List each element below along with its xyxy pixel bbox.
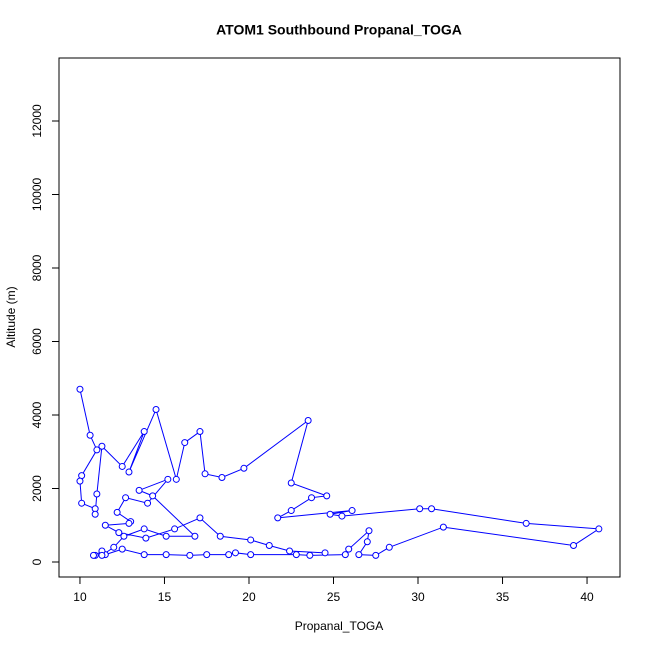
data-point [338, 512, 346, 520]
data-point [196, 514, 204, 522]
y-axis-label: Altitude (m) [4, 286, 18, 347]
y-tick-label: 2000 [30, 475, 44, 502]
y-tick-label: 6000 [30, 328, 44, 355]
data-point [274, 514, 282, 522]
data-point [140, 551, 148, 559]
data-point [570, 541, 578, 549]
data-point [304, 417, 312, 425]
data-point [372, 551, 380, 559]
data-point [140, 428, 148, 436]
data-point [265, 541, 273, 549]
data-point [231, 549, 239, 557]
x-tick-label: 30 [411, 590, 425, 604]
data-point [113, 508, 121, 516]
data-point [428, 505, 436, 513]
data-point [171, 525, 179, 533]
x-tick-label: 15 [158, 590, 172, 604]
series-line [79, 389, 601, 556]
data-point [162, 532, 170, 540]
data-point [186, 551, 194, 559]
data-point [247, 536, 255, 544]
data-point [181, 439, 189, 447]
data-point [216, 532, 224, 540]
data-point [196, 428, 204, 436]
x-axis-label: Propanal_TOGA [295, 619, 384, 633]
data-point [240, 464, 248, 472]
data-point [522, 519, 530, 527]
data-point [287, 507, 295, 515]
data-point [595, 525, 603, 533]
data-point [93, 490, 101, 498]
data-point [98, 442, 106, 450]
x-tick-label: 10 [73, 590, 87, 604]
data-point [152, 405, 160, 413]
y-tick-label: 12000 [30, 104, 44, 138]
data-point [385, 543, 393, 551]
data-point [321, 549, 329, 557]
data-point [125, 468, 133, 476]
data-point [162, 551, 170, 559]
data-point [218, 473, 226, 481]
data-point [326, 510, 334, 518]
data-point [225, 551, 233, 559]
y-tick-label: 0 [30, 558, 44, 565]
data-point [341, 551, 349, 559]
data-point [91, 510, 99, 518]
x-tick-label: 40 [580, 590, 594, 604]
data-point [355, 551, 363, 559]
data-point [345, 545, 353, 553]
data-point [348, 507, 356, 515]
data-point [292, 551, 300, 559]
data-point [118, 545, 126, 553]
data-point [287, 479, 295, 487]
data-point [135, 486, 143, 494]
data-point [439, 523, 447, 531]
data-point [89, 551, 97, 559]
chart-title: ATOM1 Southbound Propanal_TOGA [216, 22, 462, 38]
data-point [164, 475, 172, 483]
data-point [118, 462, 126, 470]
data-point [101, 521, 109, 529]
data-point [203, 551, 211, 559]
data-point [93, 446, 101, 454]
data-point [323, 492, 331, 500]
data-point [172, 475, 180, 483]
data-point [416, 505, 424, 513]
y-tick-label: 10000 [30, 177, 44, 211]
data-point [247, 551, 255, 559]
data-point [86, 431, 94, 439]
y-tick-label: 8000 [30, 254, 44, 281]
data-point [76, 385, 84, 393]
data-point [110, 543, 118, 551]
data-point [306, 551, 314, 559]
data-point [308, 494, 316, 502]
data-point [125, 519, 133, 527]
y-tick-label: 4000 [30, 401, 44, 428]
data-point [76, 477, 84, 485]
data-point [201, 470, 209, 478]
data-point [122, 494, 130, 502]
data-point [120, 532, 128, 540]
data-point [286, 547, 294, 555]
data-point [144, 499, 152, 507]
x-tick-label: 35 [496, 590, 510, 604]
x-tick-label: 20 [242, 590, 256, 604]
data-point [142, 534, 150, 542]
data-point [78, 499, 86, 507]
data-point [149, 492, 157, 500]
data-point [191, 532, 199, 540]
data-point [140, 525, 148, 533]
x-tick-label: 25 [327, 590, 341, 604]
data-point [115, 529, 123, 537]
data-point [98, 551, 106, 559]
data-point [363, 538, 371, 546]
data-point [365, 527, 373, 535]
